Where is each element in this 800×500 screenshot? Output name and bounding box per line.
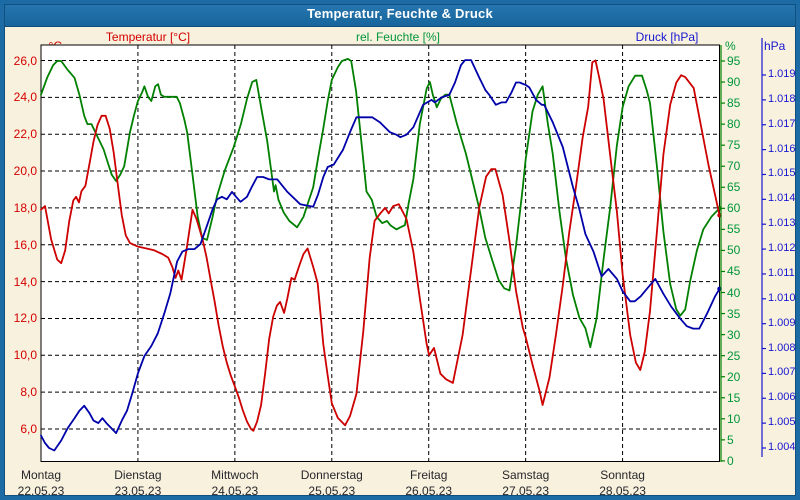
window-title: Temperatur, Feuchte & Druck [307, 5, 493, 21]
pres-tick-label: 1.010 [768, 291, 796, 304]
humidity-curve [40, 58, 721, 349]
hum-tick-label: 75 [727, 138, 741, 153]
day-date-label: 27.05.23 [502, 484, 549, 498]
day-name-label: Samstag [501, 468, 550, 482]
temp-tick-label: 16,0 [13, 237, 37, 252]
temp-tick-label: 10,0 [13, 348, 37, 363]
humidity-series-label: rel. Feuchte [%] [355, 30, 441, 44]
pres-tick-label: 1.011 [768, 266, 795, 279]
temp-tick-label: 20,0 [13, 164, 37, 179]
hum-tick-label: 15 [727, 390, 741, 405]
day-name-label: Donnerstag [300, 468, 363, 482]
pres-tick-label: 1.012 [768, 242, 796, 255]
day-date-label: 23.05.23 [114, 484, 162, 498]
hum-tick-label: 10 [727, 411, 741, 426]
hum-tick-label: 85 [727, 96, 741, 111]
hum-tick-label: 50 [727, 243, 741, 258]
day-date-label: 25.05.23 [308, 484, 356, 498]
pres-tick-label: 1.016 [768, 142, 796, 155]
pres-tick-label: 1.004 [768, 441, 796, 453]
temp-tick-label: 8,0 [20, 385, 37, 400]
day-name-label: Montag [20, 468, 62, 482]
hum-tick-label: 0 [727, 453, 734, 468]
day-name-label: Freitag [410, 468, 448, 482]
temp-tick-label: 18,0 [13, 200, 37, 215]
pres-tick-label: 1.009 [768, 316, 796, 329]
pres-tick-label: 1.015 [768, 167, 796, 180]
pressure-curve [40, 59, 721, 452]
day-name-label: Mittwoch [211, 468, 259, 482]
temp-tick-label: 22,0 [13, 127, 37, 142]
hum-tick-label: 25 [727, 348, 741, 363]
hum-tick-label: 40 [727, 285, 741, 300]
temp-tick-label: 6,0 [20, 422, 37, 436]
temp-tick-label: 26,0 [13, 53, 37, 68]
pres-tick-label: 1.017 [768, 117, 796, 130]
title-bar: Temperatur, Feuchte & Druck [0, 0, 800, 27]
pres-tick-label: 1.013 [768, 217, 796, 230]
temperature-series-label: Temperatur [°C] [105, 30, 191, 44]
day-date-label: 22.05.23 [17, 484, 65, 498]
hum-tick-label: 95 [727, 54, 741, 68]
hum-tick-label: 5 [727, 432, 734, 447]
day-date-label: 24.05.23 [211, 484, 259, 498]
pres-tick-label: 1.014 [768, 192, 796, 205]
pres-tick-label: 1.019 [768, 68, 796, 80]
day-date-label: 26.05.23 [405, 484, 453, 498]
pres-tick-label: 1.006 [768, 391, 796, 404]
hum-tick-label: 65 [727, 180, 741, 195]
temp-tick-label: 24,0 [13, 90, 37, 105]
hum-tick-label: 20 [727, 369, 741, 384]
hum-axis-unit: % [725, 39, 736, 53]
hum-tick-label: 45 [727, 264, 741, 279]
day-date-label: 28.05.23 [599, 484, 646, 498]
hum-tick-label: 30 [727, 327, 741, 342]
hum-tick-label: 80 [727, 117, 741, 132]
pres-tick-label: 1.007 [768, 366, 796, 379]
temp-tick-label: 12,0 [13, 311, 37, 326]
hum-tick-label: 90 [727, 75, 741, 90]
pres-tick-label: 1.008 [768, 341, 796, 354]
temperature-curve [40, 59, 721, 432]
temp-tick-label: 14,0 [13, 274, 37, 289]
plot-area [40, 44, 720, 462]
pres-tick-label: 1.005 [768, 416, 796, 429]
day-name-label: Sonntag [600, 468, 645, 482]
hum-tick-label: 70 [727, 159, 741, 174]
pres-tick-label: 1.018 [768, 92, 796, 105]
hum-tick-label: 55 [727, 222, 741, 237]
pres-axis-unit: hPa [764, 39, 786, 53]
hum-tick-label: 35 [727, 306, 741, 321]
hum-tick-label: 60 [727, 201, 741, 216]
pressure-series-label: Druck [hPa] [635, 30, 699, 44]
day-name-label: Dienstag [114, 468, 162, 482]
